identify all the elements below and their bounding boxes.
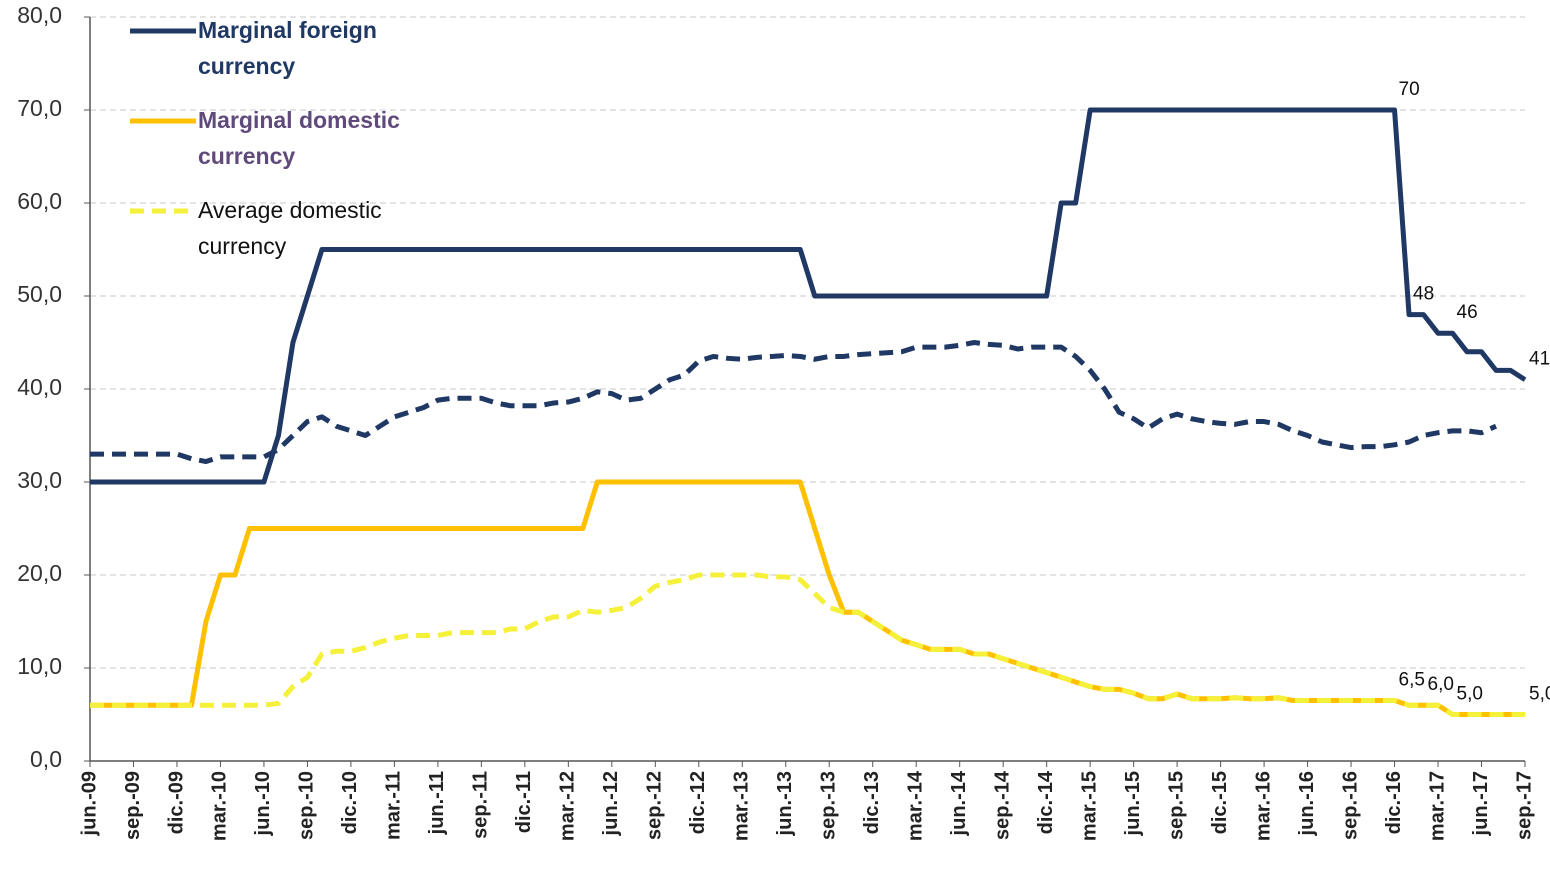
y-tick-label: 50,0 (17, 281, 62, 307)
x-tick-label: jun.-12 (600, 771, 622, 836)
x-tick-label: jun.-17 (1470, 771, 1492, 836)
y-tick-label: 60,0 (17, 188, 62, 214)
x-tick-label: sep.-15 (1165, 771, 1187, 840)
x-tick-label: sep.-09 (122, 771, 144, 840)
legend-entry: Average domestic currency (128, 192, 458, 264)
data-label: 6,5 (1399, 670, 1425, 691)
x-tick-label: dic.-10 (339, 771, 361, 834)
y-tick-label: 0,0 (30, 746, 62, 772)
x-tick-label: jun.-16 (1296, 771, 1318, 836)
x-tick-label: sep.-12 (644, 771, 666, 840)
x-tick-label: mar.-16 (1252, 771, 1274, 841)
legend-swatch (130, 28, 196, 34)
x-tick-label: sep.-16 (1339, 771, 1361, 840)
y-tick-label: 40,0 (17, 374, 62, 400)
dashed-line (90, 572, 1525, 717)
x-tick-label: mar.-17 (1426, 771, 1448, 841)
x-tick-label: dic.-09 (165, 771, 187, 834)
dashed-line (90, 340, 1498, 465)
legend-label: Marginal domestic currency (198, 107, 400, 169)
data-label: 70 (1399, 79, 1420, 100)
x-tick-label: jun.-09 (78, 771, 100, 836)
x-tick-label: dic.-11 (513, 771, 535, 833)
legend-label: Marginal foreign currency (198, 17, 377, 79)
x-tick-label: jun.-10 (252, 771, 274, 836)
y-tick-label: 80,0 (17, 2, 62, 28)
data-label: 41 (1529, 349, 1550, 370)
x-tick-label: jun.-14 (948, 770, 970, 836)
legend-swatch (130, 118, 196, 124)
data-label: 5,0 (1529, 684, 1550, 705)
x-tick-label: sep.-10 (296, 771, 318, 840)
data-label: 46 (1457, 302, 1478, 323)
x-tick-label: dic.-16 (1383, 771, 1405, 834)
y-tick-label: 20,0 (17, 560, 62, 586)
x-tick-label: sep.-11 (470, 771, 492, 839)
y-tick-label: 30,0 (17, 467, 62, 493)
x-tick-label: jun.-11 (426, 771, 448, 835)
x-tick-label: mar.-14 (904, 770, 926, 841)
x-tick-label: dic.-15 (1209, 771, 1231, 834)
legend: Marginal foreign currency Marginal domest… (128, 12, 458, 282)
y-tick-label: 70,0 (17, 95, 62, 121)
legend-swatch (130, 208, 196, 214)
x-tick-label: sep.-17 (1513, 771, 1535, 840)
x-tick-label: dic.-12 (687, 771, 709, 834)
x-tick-label: mar.-11 (383, 771, 405, 840)
x-tick-label: sep.-13 (818, 771, 840, 840)
legend-label: Average domestic currency (198, 197, 382, 259)
data-label: 48 (1413, 284, 1434, 305)
data-label: 5,0 (1457, 684, 1483, 705)
x-tick-label: dic.-14 (1035, 770, 1057, 834)
x-tick-label: jun.-15 (1122, 771, 1144, 836)
data-label: 6,0 (1428, 674, 1454, 695)
x-tick-label: jun.-13 (774, 771, 796, 836)
line (90, 107, 1527, 485)
legend-entry: Marginal domestic currency (128, 102, 458, 174)
x-tick-label: sep.-14 (991, 770, 1013, 840)
x-tick-label: dic.-13 (861, 771, 883, 834)
x-tick-label: mar.-15 (1078, 771, 1100, 841)
x-tick-label: mar.-12 (557, 771, 579, 841)
y-tick-label: 10,0 (17, 653, 62, 679)
x-tick-label: mar.-13 (731, 771, 753, 841)
legend-entry: Marginal foreign currency (128, 12, 458, 84)
x-tick-label: mar.-10 (209, 771, 231, 841)
